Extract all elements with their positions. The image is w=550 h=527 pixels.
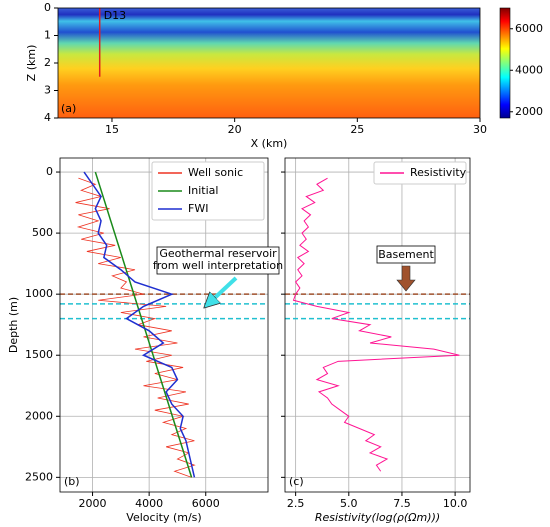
legend-label: Initial bbox=[188, 184, 218, 197]
x-tick-label: 2000 bbox=[79, 497, 107, 510]
annotation: Geothermal reservoir bbox=[159, 247, 277, 260]
y-tick-label: 3 bbox=[44, 84, 51, 97]
x-axis-label: Velocity (m/s) bbox=[126, 511, 201, 524]
x-tick-label: 6000 bbox=[192, 497, 220, 510]
x-tick-label: 5.0 bbox=[340, 497, 358, 510]
annotation-box bbox=[376, 245, 436, 264]
profile-line bbox=[94, 171, 193, 478]
y-tick-label: 1000 bbox=[25, 287, 53, 300]
frame bbox=[59, 157, 269, 493]
x-tick-label: 20 bbox=[228, 123, 242, 136]
annotation-arrow bbox=[396, 265, 416, 292]
y-tick-label: 2500 bbox=[25, 470, 53, 483]
panel-label: (b) bbox=[64, 475, 80, 488]
colorbar-tick-label: 4000 bbox=[515, 63, 543, 76]
annotation: Basement bbox=[378, 248, 434, 261]
colorbar bbox=[499, 7, 511, 119]
y-tick-label: 4 bbox=[44, 111, 51, 124]
x-tick-label: 15 bbox=[105, 123, 119, 136]
x-tick-label: 4000 bbox=[135, 497, 163, 510]
y-axis-label: Depth (m) bbox=[7, 297, 20, 353]
colorbar-tick-label: 2000 bbox=[515, 105, 543, 118]
y-tick-label: 2 bbox=[44, 56, 51, 69]
panel-label: (a) bbox=[61, 102, 76, 115]
y-tick-label: 0 bbox=[44, 1, 51, 14]
y-tick-label: 2000 bbox=[25, 409, 53, 422]
profile-line bbox=[75, 177, 196, 478]
profile-line bbox=[292, 177, 460, 472]
frame bbox=[284, 157, 471, 493]
x-tick-label: 10.0 bbox=[443, 497, 468, 510]
legend bbox=[373, 161, 467, 185]
y-tick-label: 0 bbox=[46, 165, 53, 178]
legend-label: FWI bbox=[188, 202, 208, 215]
y-tick-label: 1500 bbox=[25, 348, 53, 361]
annotation-arrow bbox=[206, 276, 238, 306]
colorbar-tick-label: 6000 bbox=[515, 22, 543, 35]
well-name: D13 bbox=[104, 9, 126, 22]
legend bbox=[151, 161, 265, 221]
y-tick-label: 500 bbox=[32, 226, 53, 239]
x-tick-label: 7.5 bbox=[393, 497, 411, 510]
y-tick-label: 1 bbox=[44, 29, 51, 42]
legend-label: Well sonic bbox=[188, 166, 243, 179]
panel-label: (c) bbox=[289, 475, 304, 488]
profile-line bbox=[83, 171, 196, 478]
legend-label: Resistivity bbox=[410, 166, 467, 179]
x-tick-label: 2.5 bbox=[287, 497, 305, 510]
annotation-box bbox=[156, 246, 280, 275]
y-axis-label: Z (km) bbox=[25, 45, 38, 82]
x-tick-label: 25 bbox=[350, 123, 364, 136]
x-axis-label: X (km) bbox=[251, 137, 288, 150]
annotation: from well interpretation bbox=[153, 259, 283, 272]
x-tick-label: 30 bbox=[473, 123, 487, 136]
velocity-model bbox=[58, 8, 480, 118]
x-axis-label: Resistivity(log(ρ(Ωm))) bbox=[315, 511, 440, 524]
